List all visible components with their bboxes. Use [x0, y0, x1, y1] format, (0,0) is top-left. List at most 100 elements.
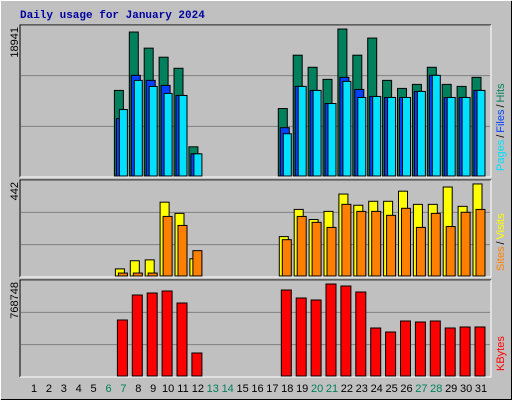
x-tick-label: 10	[162, 383, 174, 395]
bar	[414, 321, 426, 377]
legend-entry: Files	[495, 109, 507, 133]
bar	[386, 214, 397, 277]
bar	[297, 85, 307, 177]
y-tick-label: 18941	[9, 27, 21, 58]
x-tick-label: 26	[400, 383, 412, 395]
bar	[356, 210, 367, 277]
bar	[193, 153, 203, 177]
panel	[20, 280, 491, 377]
panel	[20, 180, 491, 277]
legend: KBytes	[495, 336, 507, 371]
x-tick-label: 2	[46, 383, 52, 395]
bar	[131, 294, 143, 377]
x-tick-label: 13	[207, 383, 219, 395]
x-tick-label: 29	[445, 383, 457, 395]
bar	[295, 297, 307, 377]
bar	[431, 74, 441, 177]
bar	[146, 292, 158, 377]
y-tick-label: 768748	[9, 282, 21, 319]
bar	[415, 226, 426, 277]
x-tick-label: 4	[76, 383, 82, 395]
bar	[416, 90, 426, 177]
x-tick-label: 6	[105, 383, 111, 395]
bar	[401, 207, 411, 277]
x-tick-label: 15	[236, 383, 248, 395]
bar	[372, 95, 382, 177]
bar	[357, 96, 367, 177]
bar	[282, 133, 292, 177]
x-tick-label: 16	[251, 383, 263, 395]
bar	[402, 96, 411, 177]
x-tick-label: 12	[192, 383, 204, 395]
bar	[161, 290, 173, 377]
bar	[340, 285, 352, 377]
bar	[191, 352, 203, 377]
panel-bevel	[20, 280, 492, 378]
x-tick-label: 5	[91, 383, 97, 395]
legend: Sites/Visits	[495, 213, 507, 271]
bar	[459, 326, 471, 377]
chart-title: Daily usage for January 2024	[20, 10, 205, 22]
bar	[445, 226, 456, 277]
bar	[327, 103, 337, 177]
bar	[325, 283, 337, 377]
bar	[355, 291, 367, 377]
bar	[429, 320, 441, 377]
bar	[474, 326, 486, 377]
bar	[311, 221, 322, 277]
legend-separator: /	[495, 241, 507, 245]
x-tick-label: 17	[266, 383, 278, 395]
legend-separator: /	[495, 104, 507, 108]
bar	[148, 85, 158, 177]
x-tick-label: 19	[296, 383, 308, 395]
bar	[117, 272, 128, 277]
legend-entry: Pages	[495, 139, 507, 171]
bar	[446, 96, 456, 177]
bar	[400, 320, 411, 377]
bar	[116, 319, 128, 377]
x-tick-label: 9	[150, 383, 156, 395]
x-tick-label: 7	[120, 383, 126, 395]
x-tick-label: 28	[430, 383, 442, 395]
x-tick-label: 14	[222, 383, 234, 395]
bar	[162, 215, 173, 277]
bar	[385, 331, 397, 377]
x-tick-label: 11	[177, 383, 188, 395]
x-tick-label: 8	[135, 383, 141, 395]
bar	[326, 226, 337, 277]
x-tick-label: 20	[311, 383, 323, 395]
bar	[163, 92, 173, 177]
bar	[178, 94, 188, 177]
bar	[176, 302, 188, 377]
bar	[312, 89, 322, 177]
bar	[281, 239, 292, 277]
x-tick-label: 24	[371, 383, 383, 395]
bar	[444, 327, 456, 377]
bar	[387, 96, 397, 177]
legend-entry: KBytes	[495, 336, 507, 371]
legend-separator: /	[495, 134, 507, 138]
bar	[132, 272, 143, 277]
bar	[192, 250, 203, 277]
bar	[341, 203, 352, 277]
legend-entry: Hits	[495, 83, 507, 102]
x-tick-label: 30	[460, 383, 472, 395]
bar	[147, 272, 158, 277]
x-tick-label: 22	[341, 383, 353, 395]
bar	[460, 211, 471, 277]
legend-entry: Sites	[495, 246, 507, 271]
legend: Pages/Files/Hits	[495, 83, 507, 171]
bar	[177, 224, 188, 277]
x-tick-label: 21	[326, 383, 338, 395]
panel-bevel	[20, 180, 492, 278]
x-tick-label: 1	[31, 383, 37, 395]
bar	[118, 109, 128, 177]
x-tick-label: 27	[415, 383, 427, 395]
bar	[310, 299, 322, 377]
y-tick-label: 442	[9, 182, 21, 200]
x-tick-label: 18	[281, 383, 293, 395]
x-tick-label: 3	[61, 383, 67, 395]
bar	[133, 79, 143, 177]
bar	[475, 208, 486, 277]
